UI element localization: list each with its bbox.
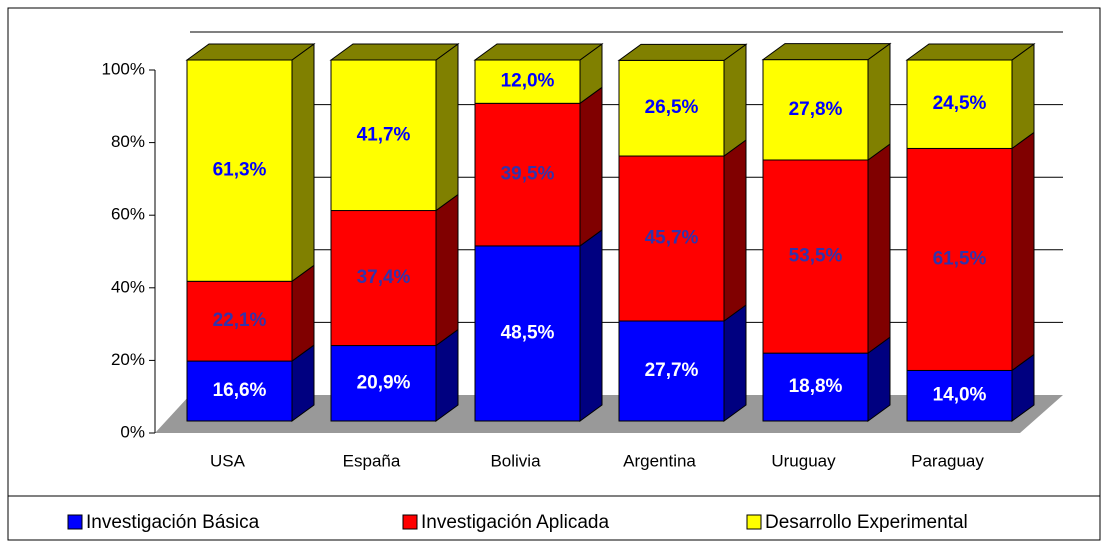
legend-label: Investigación Básica — [86, 512, 260, 533]
data-label: 27,8% — [789, 99, 843, 120]
y-tick-label: 0% — [120, 422, 145, 441]
bar-side — [867, 42, 891, 161]
bar-top — [761, 43, 892, 61]
data-label: 61,3% — [213, 160, 267, 181]
bar-top — [617, 43, 748, 61]
data-label: 27,7% — [645, 360, 699, 381]
data-label: 45,7% — [645, 228, 699, 249]
legend-label: Investigación Aplicada — [421, 512, 609, 533]
bar — [330, 210, 437, 347]
bar — [906, 369, 1013, 422]
bar — [762, 159, 869, 354]
bar-top — [329, 43, 460, 61]
bar-top — [473, 43, 604, 61]
data-label: 22,1% — [213, 310, 267, 331]
x-tick-label: Paraguay — [911, 451, 984, 470]
y-tick-label: 80% — [111, 132, 145, 151]
data-label: 48,5% — [501, 322, 555, 343]
bar-side — [723, 304, 747, 422]
bar — [762, 59, 869, 161]
data-label: 39,5% — [501, 164, 555, 185]
bar-top — [905, 43, 1036, 61]
data-label: 41,7% — [357, 124, 411, 145]
x-tick-label: Argentina — [623, 451, 696, 470]
bar-side — [723, 139, 747, 322]
bar-side — [435, 43, 459, 212]
bar — [474, 245, 581, 422]
bar-top — [185, 43, 316, 61]
x-tick-label: Bolivia — [490, 451, 541, 470]
bar — [906, 147, 1013, 371]
bar — [186, 280, 293, 362]
bar — [330, 345, 437, 422]
y-tick-label: 100% — [102, 59, 145, 78]
bar-side — [579, 86, 603, 247]
data-label: 61,5% — [933, 248, 987, 269]
bar — [186, 59, 293, 282]
bar-side — [723, 43, 747, 158]
bar-side — [291, 43, 315, 283]
data-label: 53,5% — [789, 246, 843, 267]
bar — [618, 155, 725, 322]
data-label: 24,5% — [933, 93, 987, 114]
legend-swatch — [402, 514, 418, 530]
legend-swatch — [67, 514, 83, 530]
bar — [474, 102, 581, 247]
bar — [906, 59, 1013, 149]
bar-side — [579, 228, 603, 422]
data-label: 16,6% — [213, 380, 267, 401]
bar — [762, 352, 869, 422]
x-tick-label: Uruguay — [771, 451, 836, 470]
bar — [618, 59, 725, 157]
x-tick-label: España — [343, 451, 401, 470]
bar-side — [1011, 43, 1035, 150]
data-label: 12,0% — [501, 71, 555, 92]
x-tick-label: USA — [210, 451, 246, 470]
data-label: 18,8% — [789, 376, 843, 397]
data-label: 20,9% — [357, 372, 411, 393]
data-label: 14,0% — [933, 385, 987, 406]
data-label: 37,4% — [357, 267, 411, 288]
bar — [618, 320, 725, 422]
bar — [186, 360, 293, 422]
bar-side — [1011, 131, 1035, 372]
y-tick-label: 40% — [111, 277, 145, 296]
y-tick-label: 20% — [111, 350, 145, 369]
legend-label: Desarrollo Experimental — [765, 512, 968, 533]
y-tick-label: 60% — [111, 205, 145, 224]
bar-side — [867, 143, 891, 355]
bar — [330, 59, 437, 212]
bar — [474, 59, 581, 104]
legend-swatch — [746, 514, 762, 530]
bar-side — [435, 193, 459, 347]
bar-side — [291, 264, 315, 363]
data-label: 26,5% — [645, 97, 699, 118]
